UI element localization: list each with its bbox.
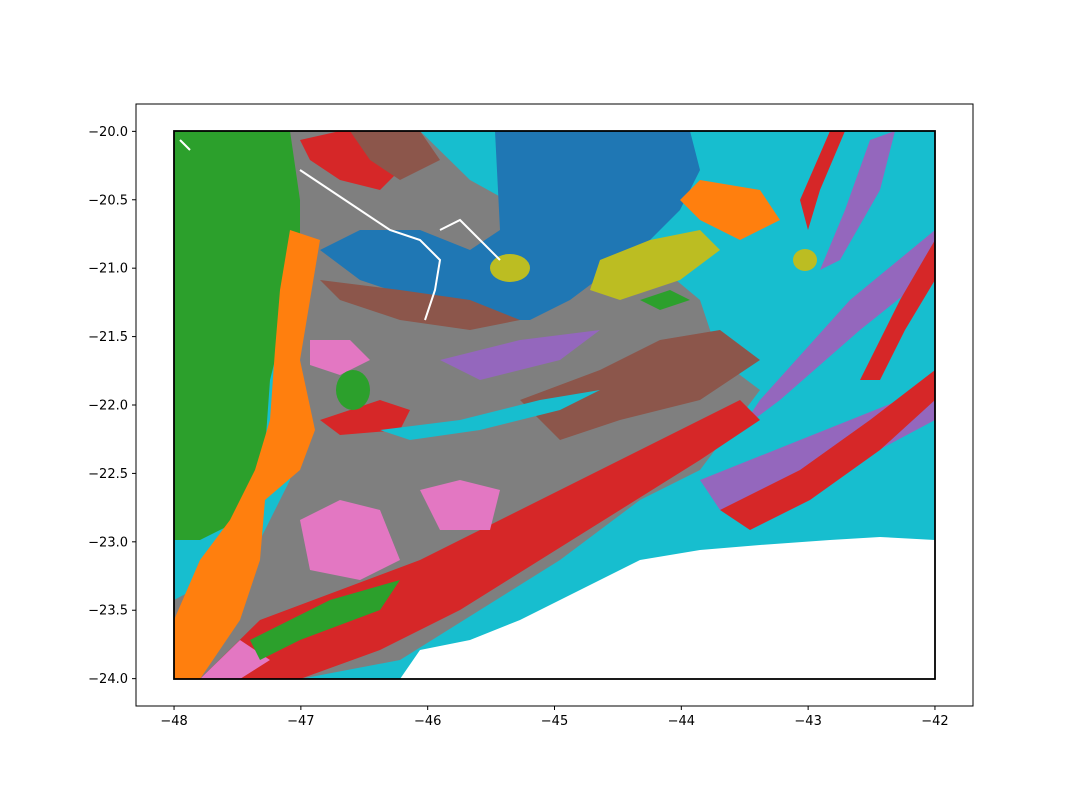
polygon-red-e-belt (860, 240, 935, 380)
x-tick-label: −46 (414, 714, 441, 729)
y-tick-label: −22.0 (88, 399, 128, 414)
polygon-red-se-belt (720, 370, 935, 530)
polygon-purple-belt-4 (440, 330, 600, 380)
y-tick-label: −21.5 (88, 330, 128, 345)
y-tick-label: −20.0 (88, 125, 128, 140)
polygon-green-west (174, 131, 300, 540)
polygon-purple-belt-1 (740, 230, 935, 430)
polygon-green-ne (640, 290, 690, 310)
polygon-brown-belt (320, 280, 520, 330)
polygon-pink-se (200, 640, 270, 679)
polygon-pink-west (310, 340, 370, 375)
x-tick-label: −45 (541, 714, 568, 729)
polygon-purple-belt-3 (700, 380, 935, 510)
polygon-green-sw-belt (250, 580, 400, 660)
polygon-olive-blob-2 (793, 249, 817, 271)
ocean-area (400, 537, 935, 679)
y-axis-ticks: −20.0 −20.5 −21.0 −21.5 −22.0 −22.5 −23.0 −23.5… (88, 125, 136, 687)
polygon-brown-central (520, 330, 760, 440)
bbox-rectangle (173, 130, 936, 680)
cyan-streak-1 (380, 390, 600, 440)
x-tick-label: −42 (921, 714, 948, 729)
y-tick-label: −22.5 (88, 467, 128, 482)
y-tick-label: −21.0 (88, 262, 128, 277)
y-tick-label: −20.5 (88, 193, 128, 208)
polygon-olive-north (590, 230, 720, 300)
polygon-olive-blob (490, 254, 530, 282)
polygon-purple-belt-2 (820, 131, 895, 270)
polygon-red-ne-belt (800, 131, 845, 230)
geologic-map (174, 131, 935, 679)
polygon-green-blob-central (336, 370, 370, 410)
river-lines (179, 139, 501, 321)
y-tick-label: −24.0 (88, 672, 128, 687)
polygon-pink-sw (300, 500, 400, 580)
polygon-brown-north (350, 131, 440, 180)
polygon-orange-northeast (680, 180, 780, 240)
y-tick-label: −23.5 (88, 604, 128, 619)
x-tick-label: −44 (668, 714, 695, 729)
y-tick-label: −23.0 (88, 535, 128, 550)
x-tick-label: −48 (160, 714, 187, 729)
x-tick-label: −47 (287, 714, 314, 729)
polygon-pink-south (420, 480, 500, 530)
x-axis-ticks: −48 −47 −46 −45 −44 −43 −42 (160, 706, 949, 729)
x-tick-label: −43 (794, 714, 821, 729)
polygon-orange-west (174, 230, 320, 679)
polygon-red-central (320, 400, 410, 435)
